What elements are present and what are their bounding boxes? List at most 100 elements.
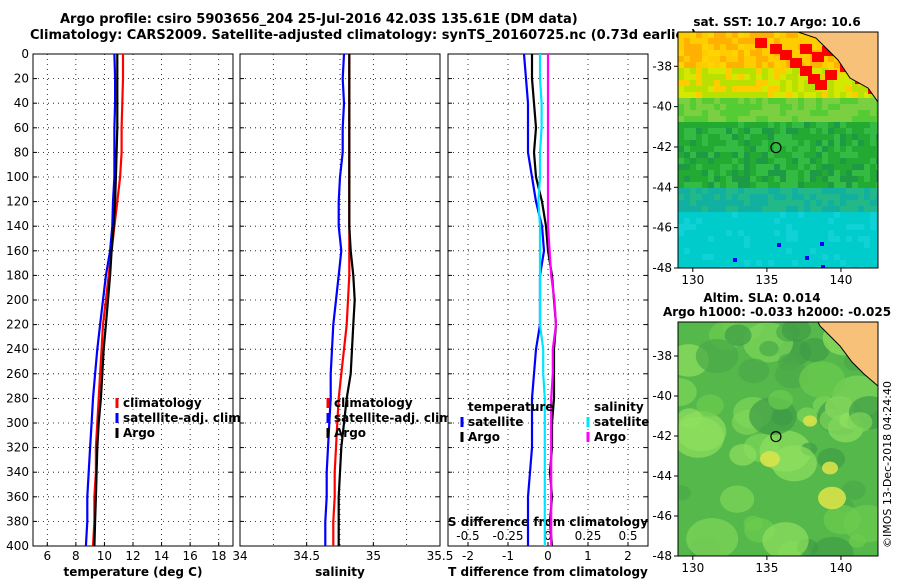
map-cell [744, 206, 751, 213]
map-cell [690, 32, 697, 39]
map-cell [786, 74, 793, 81]
map-cell [846, 206, 853, 213]
map-cell [720, 218, 727, 225]
map-blob [819, 408, 848, 432]
map-cell [804, 194, 811, 201]
map-cell [816, 152, 823, 159]
map-cell [738, 152, 745, 159]
map-cell [756, 200, 763, 207]
map-cell [762, 50, 769, 57]
legend-label: Argo [468, 430, 500, 444]
map-cell [816, 92, 823, 99]
map-cell [792, 128, 799, 135]
map-cell [684, 86, 691, 93]
map-cell [720, 182, 727, 189]
map-cell [756, 176, 763, 183]
map-cell [792, 74, 799, 81]
map-blob [686, 518, 739, 556]
map-cell [738, 260, 745, 267]
map-cell [834, 146, 841, 153]
map-cell [750, 110, 757, 117]
map-warm-patch [822, 46, 834, 56]
map-cell [840, 242, 847, 249]
map-cell [840, 146, 847, 153]
map-cell [756, 80, 763, 87]
map-cell [840, 152, 847, 159]
map-cell [708, 134, 715, 141]
map-cell [738, 224, 745, 231]
map-cell [684, 236, 691, 243]
map-cell [852, 182, 859, 189]
map-cell [756, 56, 763, 63]
map-cell [696, 104, 703, 111]
map-cell [762, 80, 769, 87]
map-cell [702, 104, 709, 111]
map-cell [744, 104, 751, 111]
map-cell [798, 80, 805, 87]
map-cell [690, 92, 697, 99]
map-cell [792, 134, 799, 141]
map-cell [678, 104, 685, 111]
map-cell [762, 92, 769, 99]
map-cell [828, 116, 835, 123]
depth-tick-label: 340 [6, 465, 29, 479]
map-cell [822, 260, 829, 267]
map-cell [738, 68, 745, 75]
map-cell [876, 152, 878, 159]
map-cell [708, 56, 715, 63]
map-cell [846, 116, 853, 123]
map-cell [678, 236, 685, 243]
map-cell [870, 248, 877, 255]
map-cell [816, 68, 823, 75]
map-cell [756, 224, 763, 231]
map-cell [846, 110, 853, 117]
map-cell [816, 260, 823, 267]
map-cell [750, 74, 757, 81]
map-high-blob [818, 486, 846, 510]
map-cell [768, 260, 775, 267]
map-cell [864, 98, 871, 105]
map-cell [804, 218, 811, 225]
map-cell [792, 122, 799, 129]
map-cell [720, 32, 727, 39]
map-cell [708, 188, 715, 195]
map-cell [690, 44, 697, 51]
x-tick-label: 6 [43, 549, 51, 563]
map-cell [846, 212, 853, 219]
map-cell [750, 152, 757, 159]
map-cell [708, 74, 715, 81]
map-cell [816, 212, 823, 219]
map-cell [762, 110, 769, 117]
map-cell [732, 218, 739, 225]
map-cell [690, 212, 697, 219]
map-blob [777, 353, 800, 371]
x-tick-label: 1 [584, 549, 592, 563]
map-cell [846, 260, 853, 267]
map-cell [768, 86, 775, 93]
map-cell [828, 170, 835, 177]
map-cell [684, 62, 691, 69]
map-cell [720, 158, 727, 165]
map-cell [720, 92, 727, 99]
map-cell [738, 110, 745, 117]
map-cell [852, 158, 859, 165]
map-cell [720, 242, 727, 249]
x-tick-label: 35.5 [427, 549, 454, 563]
map-cell [732, 86, 739, 93]
map-cell [870, 158, 877, 165]
map-cell [876, 266, 878, 268]
map-cell [822, 104, 829, 111]
map-cell [690, 146, 697, 153]
map-cell [696, 74, 703, 81]
map-cell [684, 32, 691, 39]
map-cell [792, 32, 799, 39]
map-cell [822, 152, 829, 159]
map-cell [840, 92, 847, 99]
salinity-diff-tick-label: 0.5 [618, 529, 637, 543]
map-cell [810, 254, 817, 261]
map-cell [756, 248, 763, 255]
map-cell [798, 116, 805, 123]
map-blob [759, 340, 779, 357]
map-cell [792, 188, 799, 195]
map-cell [870, 110, 877, 117]
